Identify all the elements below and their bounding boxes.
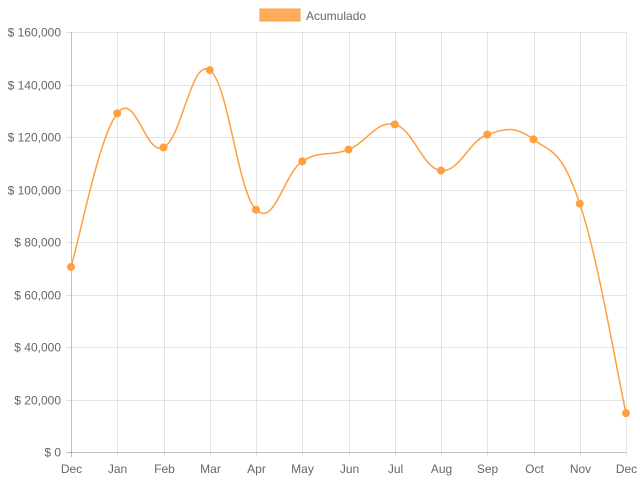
- data-point-dec-0[interactable]: [67, 262, 75, 271]
- y-tick-label: $ 0: [44, 446, 61, 460]
- axes: $ 0 $ 20,000 $ 40,000 $ 60,000 $ 80,000 $ 100…: [8, 26, 638, 477]
- x-tick-label: Jul: [388, 462, 403, 476]
- x-tick-label: Aug: [431, 462, 452, 476]
- data-point-jan-1[interactable]: [113, 109, 122, 118]
- data-point-oct-10[interactable]: [529, 135, 538, 144]
- y-tick-label: $ 120,000: [8, 131, 62, 145]
- y-tick-label: $ 140,000: [8, 79, 62, 93]
- legend-swatch[interactable]: [259, 8, 301, 22]
- x-tick-label: Dec: [616, 462, 637, 476]
- data-point-sep-9[interactable]: [483, 130, 492, 139]
- data-point-mar-3[interactable]: [205, 66, 214, 75]
- series-line: [70, 68, 627, 414]
- y-tick-label: $ 80,000: [14, 236, 61, 250]
- y-tick-label: $ 20,000: [14, 394, 61, 408]
- data-point-jul-7[interactable]: [390, 120, 399, 129]
- x-tick-label: Dec: [61, 462, 82, 476]
- data-point-feb-2[interactable]: [159, 143, 168, 152]
- data-point-apr-4[interactable]: [252, 205, 260, 214]
- x-tick-label: Oct: [525, 462, 544, 476]
- series-acumulado: [67, 66, 630, 418]
- x-tick-label: Mar: [200, 462, 221, 476]
- y-tick-label: $ 100,000: [8, 184, 62, 198]
- legend-label[interactable]: Acumulado: [306, 9, 366, 23]
- x-tick-label: Sep: [477, 462, 499, 476]
- x-tick-label: Feb: [154, 462, 175, 476]
- y-tick-label: $ 160,000: [8, 26, 62, 40]
- legend[interactable]: Acumulado: [259, 8, 366, 23]
- x-tick-label: Jun: [340, 462, 359, 476]
- data-point-may-5[interactable]: [298, 157, 307, 166]
- y-tick-label: $ 40,000: [14, 341, 61, 355]
- grid-lines: [66, 32, 627, 457]
- x-tick-label: May: [291, 462, 314, 476]
- data-point-nov-11[interactable]: [575, 199, 584, 208]
- x-tick-label: Apr: [247, 462, 266, 476]
- data-point-dec-12[interactable]: [622, 409, 630, 418]
- x-tick-label: Nov: [570, 462, 591, 476]
- y-tick-label: $ 60,000: [14, 289, 61, 303]
- x-tick-label: Jan: [108, 462, 127, 476]
- data-point-aug-8[interactable]: [437, 166, 445, 175]
- data-point-jun-6[interactable]: [344, 145, 353, 154]
